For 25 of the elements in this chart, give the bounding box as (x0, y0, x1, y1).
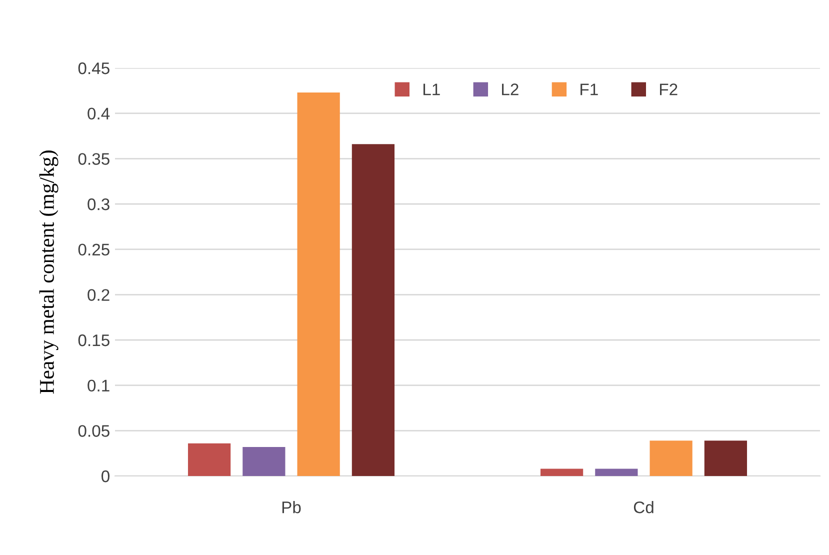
y-tick-label: 0.15 (78, 334, 110, 346)
bar (352, 144, 395, 476)
bar (704, 440, 748, 476)
legend-label: F2 (660, 84, 678, 96)
y-tick-label: 0.4 (88, 108, 110, 120)
y-tick-label: 0 (102, 470, 110, 482)
legend-label: F1 (580, 84, 598, 96)
bar (242, 446, 286, 476)
bar (188, 443, 231, 476)
bar (595, 468, 638, 476)
bar (297, 92, 340, 476)
y-tick-label: 0.3 (88, 198, 110, 210)
y-tick-label: 0.2 (88, 289, 110, 301)
y-tick-label: 0.45 (78, 62, 110, 74)
legend-label: L2 (502, 84, 518, 96)
y-axis-title: Heavy metal content (mg/kg) (39, 150, 58, 394)
bar (540, 468, 584, 476)
y-tick-label: 0.25 (78, 244, 110, 256)
bar (650, 440, 692, 476)
y-tick-label: 0.1 (88, 380, 110, 392)
y-tick-label: 0.35 (78, 153, 110, 165)
x-tick-label: Pb (282, 501, 301, 514)
legend-label: L1 (424, 84, 440, 96)
x-tick-label: Cd (634, 501, 654, 514)
y-tick-label: 0.05 (78, 425, 110, 437)
